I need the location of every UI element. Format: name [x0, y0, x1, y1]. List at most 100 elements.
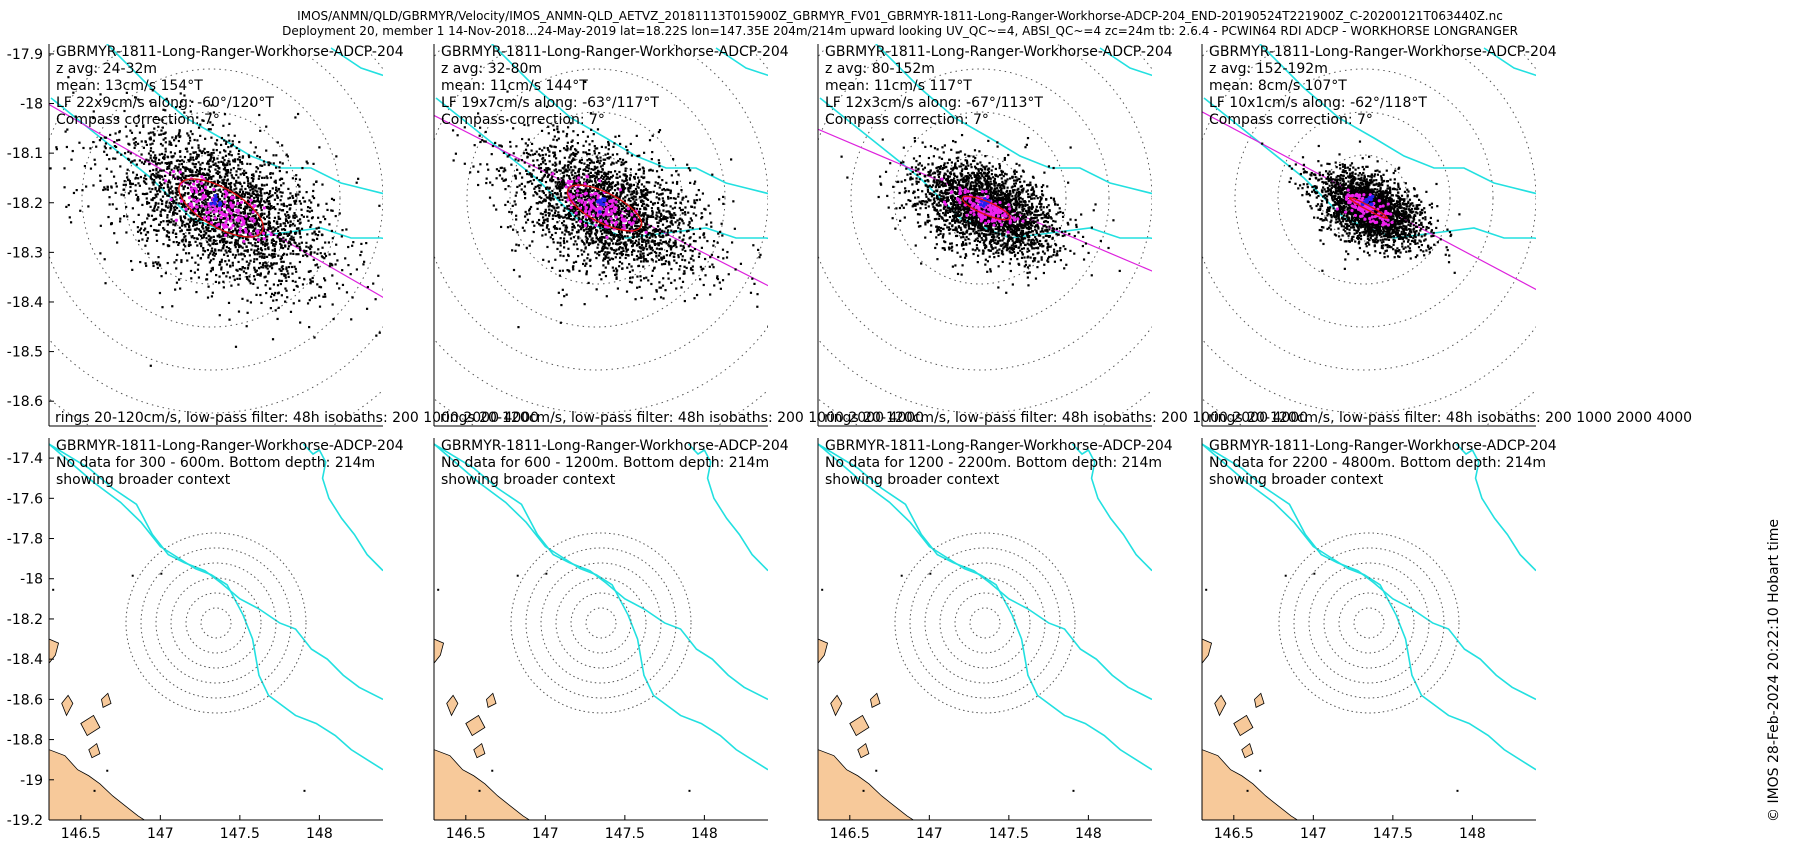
velocity-point — [539, 212, 542, 215]
velocity-point — [141, 221, 144, 225]
velocity-point — [173, 261, 176, 264]
velocity-point — [693, 180, 697, 183]
velocity-point — [594, 147, 597, 150]
velocity-point — [246, 184, 250, 188]
velocity-point — [258, 175, 261, 178]
velocity-point — [642, 151, 646, 154]
velocity-point — [562, 246, 566, 249]
velocity-point — [166, 183, 169, 186]
velocity-point — [677, 173, 680, 176]
velocity-point — [155, 167, 158, 170]
velocity-point — [657, 130, 661, 134]
velocity-point — [632, 183, 636, 187]
velocity-point — [575, 149, 578, 152]
velocity-point — [279, 239, 282, 243]
velocity-point — [250, 176, 253, 180]
velocity-point — [133, 146, 136, 150]
velocity-point — [226, 196, 230, 199]
velocity-point — [174, 177, 177, 180]
velocity-point — [554, 209, 557, 212]
velocity-point — [588, 161, 592, 165]
velocity-point — [552, 138, 555, 141]
velocity-point — [591, 237, 594, 240]
lowpass-point — [262, 237, 266, 241]
velocity-point — [172, 211, 175, 215]
velocity-point — [622, 197, 625, 200]
velocity-point — [545, 187, 548, 191]
velocity-point — [176, 169, 180, 172]
velocity-point — [204, 181, 207, 184]
velocity-point — [262, 216, 265, 219]
velocity-point — [667, 260, 670, 263]
velocity-point — [198, 221, 201, 225]
velocity-point — [250, 224, 254, 227]
velocity-point — [659, 296, 663, 299]
velocity-point — [642, 176, 645, 180]
velocity-point — [180, 224, 184, 227]
velocity-point — [158, 169, 162, 172]
velocity-point — [707, 204, 710, 207]
velocity-point — [307, 246, 310, 249]
velocity-point — [201, 221, 204, 225]
lowpass-point — [204, 205, 208, 209]
velocity-point — [477, 112, 480, 115]
velocity-point — [243, 193, 246, 196]
velocity-point — [547, 132, 550, 135]
velocity-point — [641, 234, 644, 237]
velocity-point — [195, 290, 198, 294]
velocity-point — [211, 160, 214, 163]
velocity-point — [592, 196, 595, 199]
velocity-point — [159, 162, 162, 165]
velocity-point — [500, 225, 503, 229]
velocity-point — [277, 254, 280, 257]
velocity-point — [227, 206, 230, 209]
velocity-point — [615, 277, 618, 280]
velocity-point — [175, 182, 178, 186]
velocity-point — [156, 193, 159, 196]
velocity-point — [142, 162, 146, 165]
velocity-point — [292, 252, 295, 256]
velocity-point — [539, 163, 543, 166]
lowpass-point — [226, 208, 230, 212]
velocity-point — [277, 292, 280, 295]
velocity-point — [527, 124, 530, 127]
velocity-point — [515, 243, 518, 246]
velocity-point — [607, 227, 610, 231]
velocity-point — [310, 223, 313, 227]
velocity-point — [571, 218, 574, 221]
velocity-point — [218, 151, 222, 154]
velocity-point — [669, 205, 672, 208]
velocity-point — [233, 223, 237, 226]
velocity-point — [105, 167, 108, 170]
velocity-point — [575, 220, 578, 224]
velocity-point — [625, 145, 628, 148]
velocity-point — [278, 166, 281, 169]
velocity-point — [509, 145, 512, 148]
velocity-point — [573, 226, 576, 229]
velocity-point — [134, 189, 137, 192]
panel-footer-text: rings 20-120cm/s, low-pass filter: 48h i… — [55, 410, 539, 426]
velocity-point — [149, 147, 153, 150]
velocity-point — [187, 142, 191, 145]
velocity-point — [575, 182, 578, 185]
velocity-point — [586, 257, 589, 260]
velocity-point — [236, 239, 240, 242]
velocity-point — [250, 202, 253, 205]
velocity-point — [156, 262, 159, 266]
velocity-point — [705, 223, 708, 226]
velocity-point — [140, 153, 143, 156]
velocity-point — [677, 254, 680, 257]
velocity-point — [616, 287, 620, 290]
velocity-point — [255, 221, 258, 224]
velocity-point — [210, 136, 213, 139]
velocity-point — [157, 125, 160, 128]
velocity-point — [544, 162, 547, 166]
y-tick-label: -18.2 — [7, 196, 43, 212]
velocity-point — [146, 202, 149, 205]
velocity-point — [169, 141, 172, 145]
velocity-point — [592, 184, 595, 187]
velocity-point — [264, 244, 267, 248]
velocity-point — [574, 197, 577, 200]
velocity-point — [137, 213, 140, 216]
velocity-point — [202, 187, 205, 190]
